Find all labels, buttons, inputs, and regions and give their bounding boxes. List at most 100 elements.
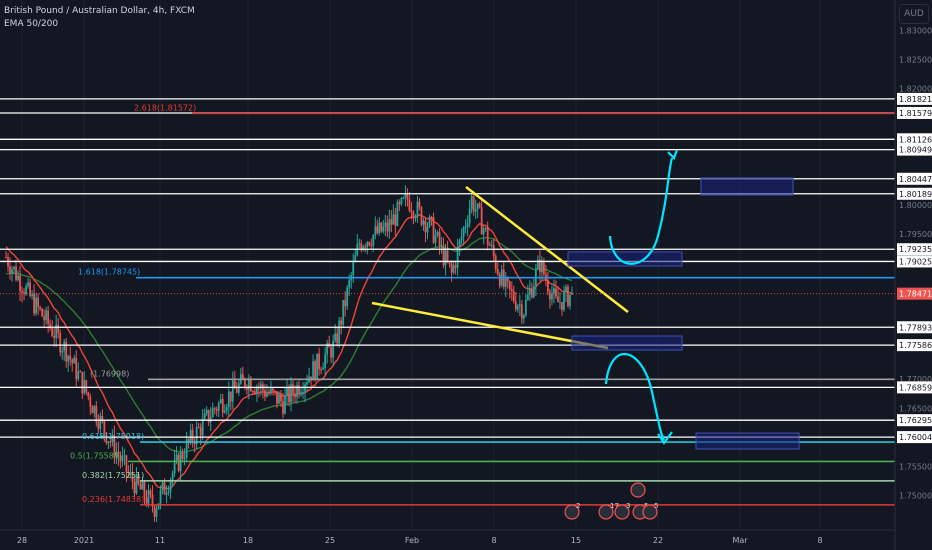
event-badges[interactable]: 217355 xyxy=(564,482,658,520)
event-badge[interactable] xyxy=(598,504,614,520)
bullish-arrow[interactable] xyxy=(608,157,674,265)
candle-body xyxy=(412,212,415,218)
target-box[interactable] xyxy=(567,251,683,267)
lower-trend-line[interactable] xyxy=(371,301,609,350)
price-tick-label: 1.80000 xyxy=(899,201,932,210)
candle-body xyxy=(61,350,64,353)
fibonacci-levels[interactable]: 2.618(1.81572) 1.618(1.78745) (1.76998) 0.6… xyxy=(70,103,895,506)
event-badge[interactable] xyxy=(564,504,580,520)
candle-body xyxy=(532,285,535,298)
level-price-tag[interactable] xyxy=(897,92,932,105)
level-price-tag[interactable] xyxy=(897,414,932,427)
candle-body xyxy=(474,209,477,212)
candle-body xyxy=(149,490,152,495)
candle-body xyxy=(486,227,489,245)
bullish-arrow-head xyxy=(667,149,679,160)
event-badge[interactable] xyxy=(614,504,630,520)
target-box[interactable] xyxy=(571,335,683,351)
candle-body xyxy=(344,299,347,307)
candle-body xyxy=(135,473,138,494)
level-price-tag[interactable] xyxy=(897,431,932,444)
time-tick-label: 25 xyxy=(325,536,335,545)
candle-body xyxy=(322,367,325,370)
level-price-tag[interactable] xyxy=(897,172,932,185)
level-price-tag[interactable] xyxy=(897,143,932,156)
candle-body xyxy=(117,451,120,457)
level-price-tag[interactable] xyxy=(897,187,932,200)
event-badge[interactable] xyxy=(642,504,658,520)
level-price-tag[interactable] xyxy=(897,321,932,334)
candle-body xyxy=(364,246,367,248)
candle-body xyxy=(536,259,539,270)
candle-body xyxy=(454,265,457,268)
candle-body xyxy=(197,426,200,428)
candle-body xyxy=(21,290,23,293)
candle-body xyxy=(492,245,495,257)
candle-body xyxy=(203,413,206,419)
level-price-label: 1.77586 xyxy=(899,341,932,350)
candle-body xyxy=(87,392,90,397)
candle-body xyxy=(514,301,517,310)
event-badge[interactable] xyxy=(630,482,646,498)
level-price-tag[interactable] xyxy=(897,106,932,119)
candle-body xyxy=(326,343,329,355)
candle-body xyxy=(388,219,391,232)
currency-button[interactable]: AUD xyxy=(899,4,929,24)
time-axis[interactable]: 28 2021 11 18 25 Feb 8 15 22 Mar 8 xyxy=(0,529,895,545)
drawings[interactable] xyxy=(371,149,800,450)
candle-body xyxy=(496,269,499,275)
candle-body xyxy=(169,480,172,492)
symbol-title[interactable]: British Pound / Australian Dollar, 4h, F… xyxy=(4,6,195,16)
candle-body xyxy=(280,394,282,402)
candle-body xyxy=(9,266,11,274)
candle-body xyxy=(163,482,166,495)
level-price-label: 1.81126 xyxy=(899,135,932,144)
price-tick-label: 1.75500 xyxy=(899,462,932,471)
level-price-tag[interactable] xyxy=(897,339,932,352)
candle-body xyxy=(428,216,431,227)
fib-label: 0.5(1.75585) xyxy=(70,451,122,460)
target-box[interactable] xyxy=(700,177,794,196)
candle-body xyxy=(508,281,511,290)
indicator-label[interactable]: EMA 50/200 xyxy=(4,19,59,29)
fib-label: 2.618(1.81572) xyxy=(134,103,196,112)
candle-body xyxy=(221,399,224,413)
level-price-tag[interactable] xyxy=(897,243,932,256)
level-price-tag[interactable] xyxy=(897,255,932,268)
level-price-label: 1.80447 xyxy=(899,175,932,184)
upper-trend-line[interactable] xyxy=(465,186,629,313)
candle-body xyxy=(65,341,68,362)
candle-body xyxy=(530,288,533,298)
candle-body xyxy=(406,193,409,200)
candle-body xyxy=(195,426,198,444)
candle-body xyxy=(472,196,475,212)
candle-body xyxy=(131,472,134,482)
candle-body xyxy=(59,332,62,353)
candle-body xyxy=(41,308,44,317)
candle-body xyxy=(478,203,481,208)
candle-body xyxy=(15,266,17,280)
horizontal-levels[interactable] xyxy=(0,98,895,438)
bearish-arrow[interactable] xyxy=(604,353,666,441)
level-price-tag[interactable] xyxy=(897,133,932,146)
candle-body xyxy=(127,471,130,474)
level-price-tag[interactable] xyxy=(897,381,932,394)
event-badge-count: 3 xyxy=(626,502,630,510)
candle-body xyxy=(5,257,7,259)
candle-body xyxy=(358,243,361,245)
candle-body xyxy=(540,260,543,273)
candle-body xyxy=(352,262,355,276)
candle-body xyxy=(300,392,302,395)
candle-body xyxy=(414,217,417,219)
price-tick-label: 1.77000 xyxy=(899,375,932,384)
candle-body xyxy=(145,497,148,504)
candle-body xyxy=(69,355,72,360)
price-tick-label: 1.75000 xyxy=(899,491,932,500)
target-box[interactable] xyxy=(695,432,800,450)
price-tick-label: 1.79500 xyxy=(899,230,932,239)
candle-body xyxy=(551,293,553,300)
candle-body xyxy=(113,434,116,457)
last-price-tag[interactable] xyxy=(897,287,932,300)
